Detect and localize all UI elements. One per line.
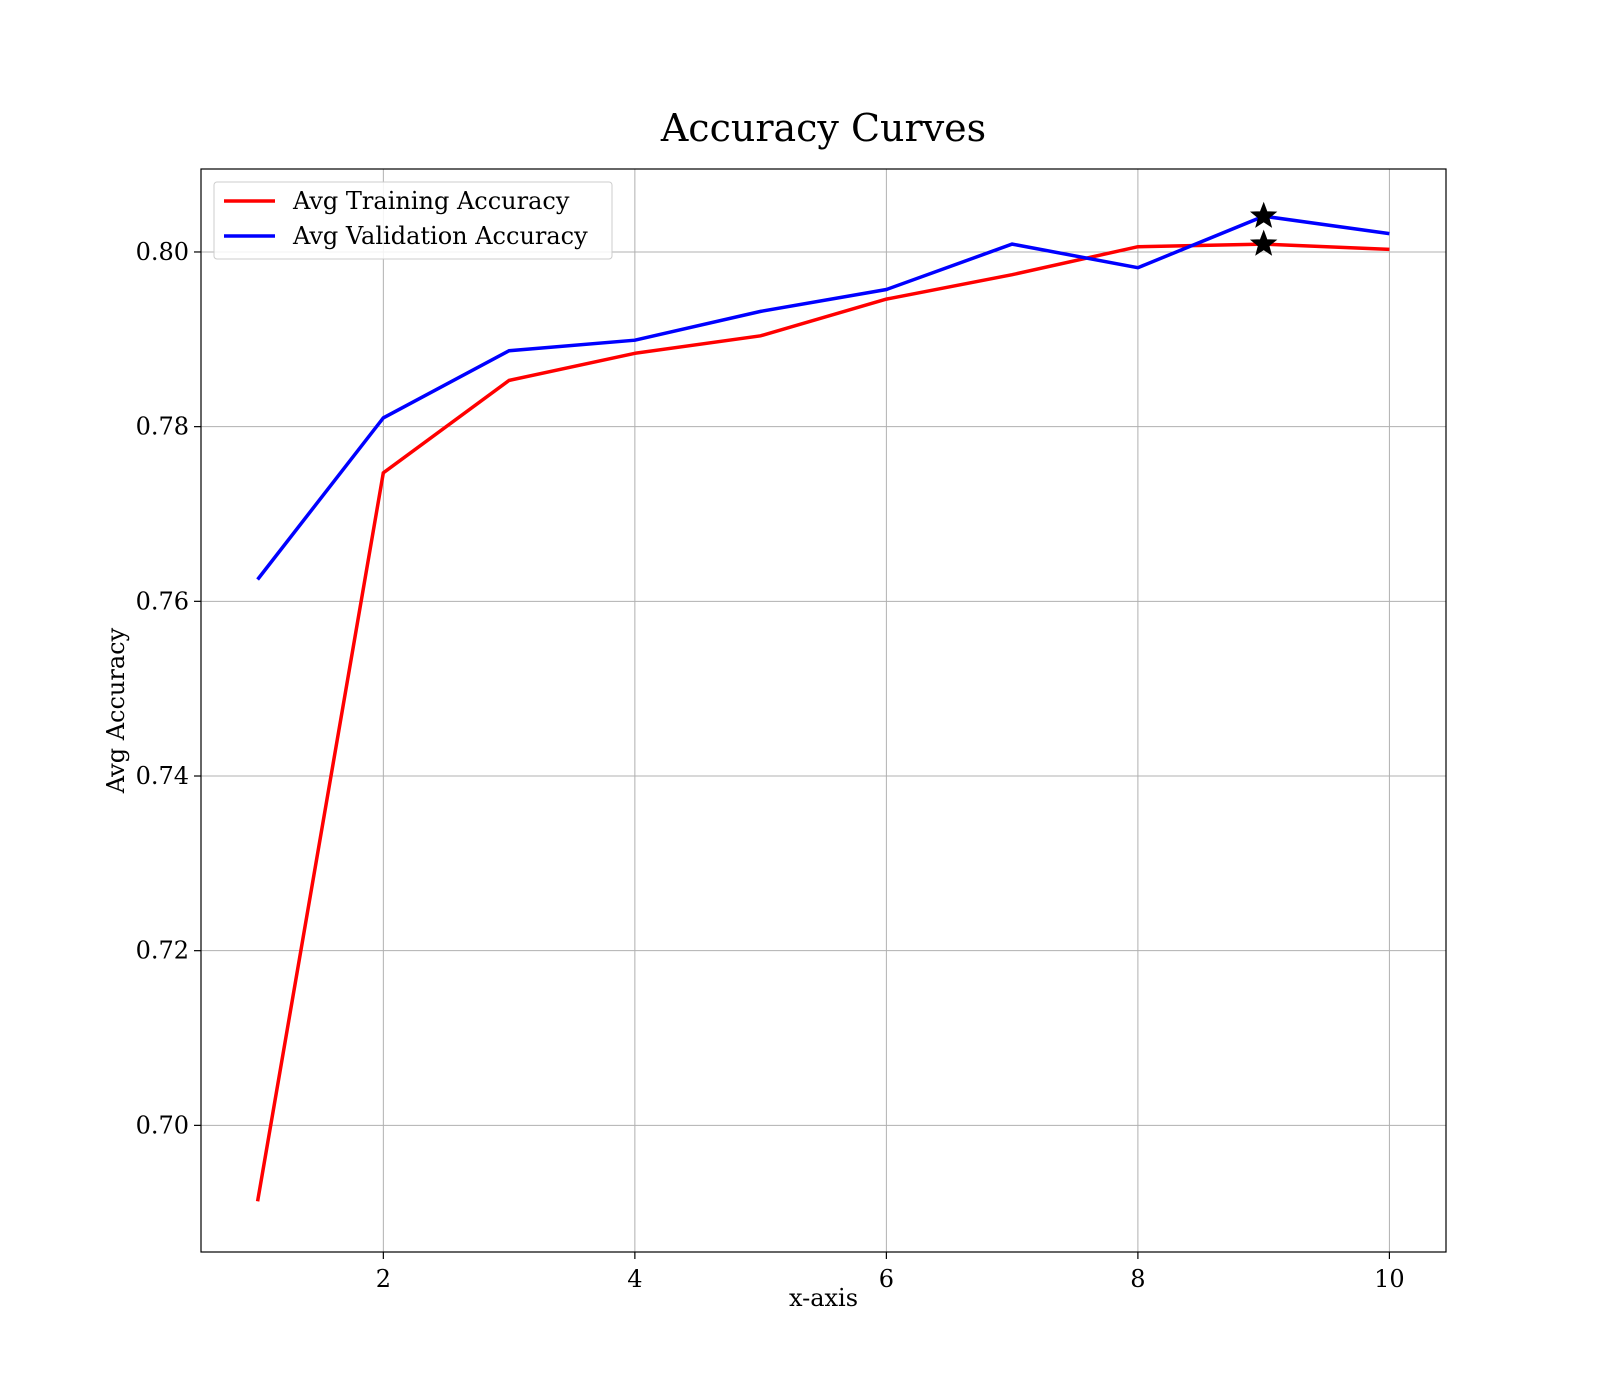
x-tick-label: 8 <box>1130 1265 1145 1293</box>
x-tick-label: 6 <box>879 1265 894 1293</box>
chart-title: Accuracy Curves <box>660 106 986 150</box>
y-tick-label: 0.76 <box>136 587 189 615</box>
legend-label-training: Avg Training Accuracy <box>292 187 570 215</box>
legend: Avg Training Accuracy Avg Validation Acc… <box>213 181 613 260</box>
y-tick-label: 0.72 <box>136 937 189 965</box>
y-tick-label: 0.74 <box>136 762 189 790</box>
x-tick-label: 2 <box>376 1265 391 1293</box>
x-axis-label: x-axis <box>789 1284 858 1312</box>
best-star-icon-0 <box>1249 229 1278 256</box>
y-axis-label: Avg Accuracy <box>102 627 130 794</box>
y-tick-label: 0.78 <box>136 413 189 441</box>
y-tick-label: 0.70 <box>136 1111 189 1139</box>
grid <box>201 169 1446 1252</box>
series-layer <box>255 214 1390 1202</box>
x-tick-label: 4 <box>627 1265 642 1293</box>
legend-label-validation: Avg Validation Accuracy <box>292 222 588 250</box>
plot-frame <box>200 168 1447 1253</box>
series-line-0 <box>255 242 1390 1202</box>
x-tick-label: 10 <box>1374 1265 1405 1293</box>
series-line-1 <box>256 214 1390 581</box>
y-tick-label: 0.80 <box>136 238 189 266</box>
legend-box <box>213 181 613 260</box>
x-ticks: 2 4 6 8 10 <box>376 1252 1405 1293</box>
best-markers <box>1249 201 1278 256</box>
best-star-icon-1 <box>1249 201 1278 228</box>
y-ticks: 0.70 0.72 0.74 0.76 0.78 0.80 <box>136 238 201 1139</box>
